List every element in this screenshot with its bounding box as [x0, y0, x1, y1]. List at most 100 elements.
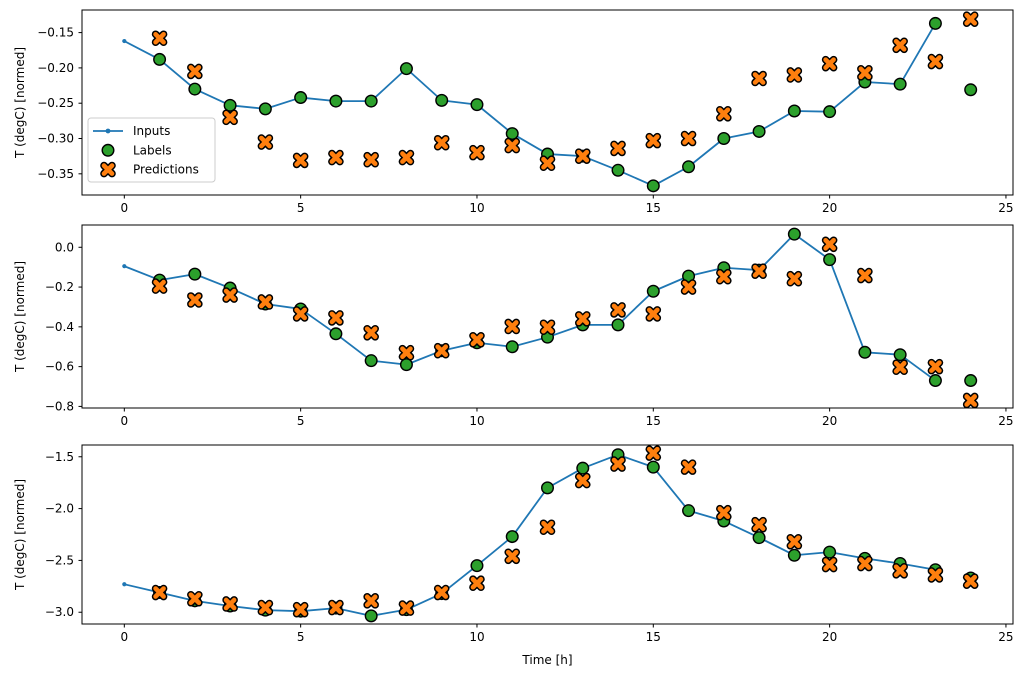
- x-tick-label: 15: [646, 201, 661, 215]
- label-circle-marker: [435, 93, 449, 107]
- input-dot-marker: [122, 38, 127, 44]
- prediction-x-marker: [433, 342, 450, 359]
- prediction-x-marker: [751, 516, 767, 533]
- prediction-x-marker: [292, 152, 309, 169]
- x-marker-fill: [259, 601, 272, 614]
- y-tick-label: −3.0: [45, 605, 74, 619]
- x-tick-label: 0: [120, 414, 128, 428]
- prediction-x-marker: [328, 599, 344, 616]
- x-marker-fill: [400, 601, 413, 615]
- label-circle-marker: [364, 354, 378, 368]
- label-circle-marker: [893, 348, 907, 362]
- prediction-x-marker: [786, 67, 803, 83]
- y-axis: −0.15 −0.20 −0.25 −0.30 −0.35: [37, 26, 82, 181]
- label-circle-marker: [787, 104, 801, 118]
- x-marker-fill: [435, 586, 449, 599]
- label-circle-marker: [611, 163, 625, 177]
- x-marker-fill: [329, 151, 343, 164]
- prediction-x-marker: [680, 279, 697, 295]
- x-marker-fill: [505, 549, 519, 563]
- x-marker-fill: [611, 457, 625, 471]
- x-marker-fill: [223, 597, 237, 611]
- prediction-x-marker: [574, 472, 591, 489]
- label-circle-marker: [964, 374, 978, 388]
- label-circle-marker: [258, 102, 272, 116]
- x-marker-fill: [101, 163, 115, 176]
- x-marker-fill: [788, 68, 801, 82]
- prediction-x-marker: [610, 456, 626, 472]
- x-marker-fill: [188, 65, 202, 78]
- label-circle-marker: [787, 548, 801, 562]
- input-dot-marker: [122, 264, 127, 269]
- subplot-3: 0 5 10 15 20 25 −1.5 −2.0 −2.5 −3.0 T (degC) [norm…: [13, 444, 1014, 667]
- predictions-series: [151, 445, 979, 618]
- x-tick-label: 20: [822, 630, 837, 644]
- prediction-x-marker: [539, 155, 556, 172]
- prediction-x-marker: [187, 63, 203, 80]
- x-marker-fill: [329, 311, 343, 325]
- x-marker-fill: [576, 149, 590, 163]
- prediction-x-marker: [857, 65, 873, 81]
- x-marker-fill: [505, 320, 519, 333]
- prediction-x-marker: [151, 278, 168, 294]
- prediction-x-marker: [328, 310, 344, 326]
- prediction-x-marker: [187, 292, 203, 308]
- x-tick-label: 20: [822, 201, 837, 215]
- prediction-x-marker: [610, 302, 626, 318]
- prediction-x-marker: [292, 306, 309, 322]
- prediction-x-marker: [786, 533, 803, 550]
- label-circle-marker: [646, 179, 660, 193]
- x-tick-label: 0: [120, 630, 128, 644]
- legend-label: Inputs: [133, 124, 170, 138]
- label-circle-marker: [470, 559, 484, 573]
- x-marker-fill: [823, 237, 836, 251]
- y-tick-label: −0.8: [45, 399, 74, 413]
- x-axis: 0 5 10 15 20 25: [120, 624, 1014, 644]
- label-circle-marker: [294, 91, 308, 105]
- y-tick-label: −0.15: [37, 26, 74, 40]
- subplot-1: 0 5 10 15 20 25 −0.15 −0.20 −0.25 −0.30 −0.35 T (de…: [13, 9, 1014, 215]
- label-circle-marker: [823, 105, 837, 119]
- labels-series: [153, 16, 978, 193]
- prediction-x-marker: [786, 270, 803, 287]
- x-marker-fill: [788, 535, 801, 549]
- prediction-x-marker: [363, 325, 379, 341]
- prediction-x-marker: [433, 584, 450, 601]
- x-marker-fill: [223, 111, 237, 124]
- x-marker-fill: [858, 269, 872, 282]
- y-axis: 0.0 −0.2 −0.4 −0.6 −0.8: [45, 240, 82, 413]
- prediction-x-marker: [927, 567, 944, 583]
- prediction-x-marker: [716, 105, 732, 122]
- label-circle-marker: [752, 124, 766, 138]
- x-marker-fill: [223, 288, 237, 302]
- x-marker-fill: [611, 303, 625, 317]
- x-marker-fill: [682, 460, 695, 474]
- x-marker-fill: [576, 474, 590, 487]
- label-circle-marker: [153, 52, 167, 66]
- prediction-x-marker: [927, 53, 944, 70]
- y-tick-label: −2.0: [45, 502, 74, 516]
- prediction-x-marker: [821, 556, 838, 573]
- x-marker-fill: [364, 326, 378, 340]
- legend: Inputs Labels Predictions: [87, 117, 216, 183]
- label-circle-marker: [717, 132, 731, 146]
- x-axis: 0 5 10 15 20 25: [120, 408, 1014, 428]
- x-marker-fill: [823, 57, 836, 70]
- legend-label: Predictions: [133, 163, 199, 177]
- prediction-x-marker: [680, 130, 697, 147]
- label-circle-marker: [682, 504, 696, 518]
- prediction-x-marker: [821, 55, 838, 72]
- legend-x-icon: [100, 161, 116, 178]
- x-axis: 0 5 10 15 20 25: [120, 195, 1014, 215]
- x-tick-label: 25: [998, 414, 1013, 428]
- label-circle-marker: [823, 545, 837, 559]
- x-tick-label: 15: [646, 630, 661, 644]
- prediction-x-marker: [363, 593, 379, 609]
- x-marker-fill: [153, 586, 166, 599]
- x-marker-fill: [364, 594, 378, 608]
- x-marker-fill: [858, 557, 872, 570]
- prediction-x-marker: [363, 151, 379, 168]
- prediction-x-marker: [751, 263, 767, 279]
